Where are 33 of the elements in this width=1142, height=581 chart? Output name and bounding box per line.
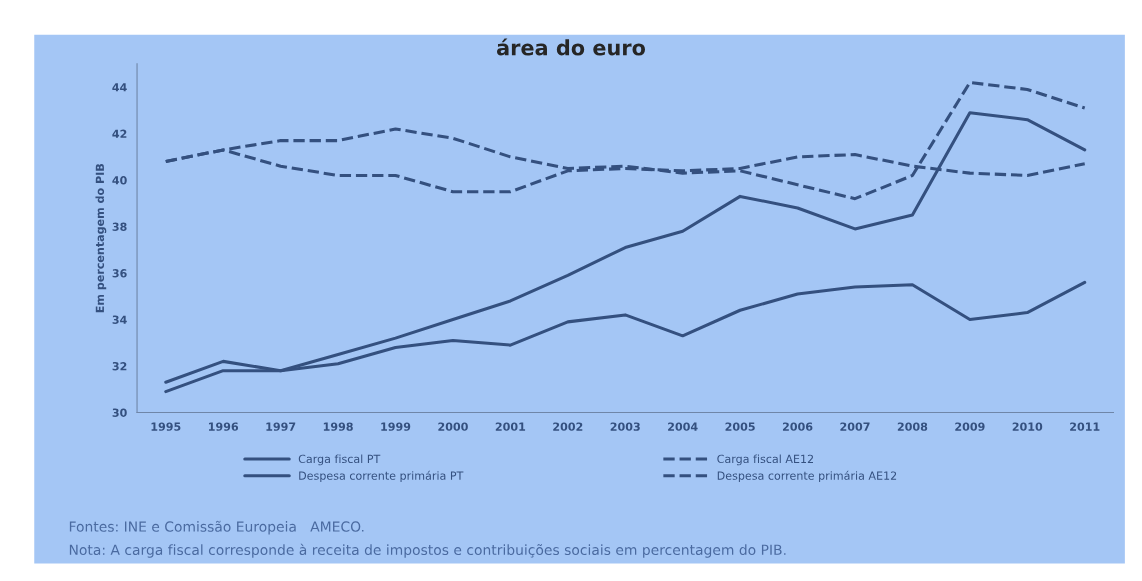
legend-label: Carga fiscal PT xyxy=(298,454,381,466)
x-tick-label: 2004 xyxy=(668,422,698,431)
legend-label: Despesa corrente primária AE12 xyxy=(717,470,897,482)
x-tick-label: 2008 xyxy=(897,422,928,431)
y-tick-label: 40 xyxy=(112,176,127,185)
x-tick-label: 2003 xyxy=(610,422,640,431)
x-tick-label: 2010 xyxy=(1012,422,1043,431)
legend-label: Carga fiscal AE12 xyxy=(717,454,813,466)
x-tick-label: 2001 xyxy=(495,422,526,431)
x-tick-label: 2007 xyxy=(840,422,870,431)
x-tick-label: 2009 xyxy=(955,422,985,431)
x-tick-label: 2005 xyxy=(725,422,755,431)
chart-title: área do euro xyxy=(496,38,646,56)
x-tick-label: 2011 xyxy=(1070,422,1100,431)
y-tick-label: 36 xyxy=(112,269,127,278)
x-tick-label: 1997 xyxy=(266,422,296,431)
legend-label: Despesa corrente primária PT xyxy=(299,470,464,482)
x-tick-label: 2002 xyxy=(553,422,583,431)
y-tick-label: 34 xyxy=(112,315,127,324)
text: Fontes: INE e Comissão Europeia AMECO. xyxy=(69,520,364,535)
y-tick-label: 38 xyxy=(112,222,127,231)
x-tick-label: 1999 xyxy=(381,422,411,431)
y-tick-label: 32 xyxy=(112,362,127,371)
x-tick-label: 2006 xyxy=(782,422,813,431)
x-tick-label: 1995 xyxy=(151,422,181,431)
text: Nota: A carga fiscal corresponde à receita de impostos e contribuições sociais em percentagem do PIB. xyxy=(69,543,786,558)
x-tick-label: 1998 xyxy=(323,422,353,431)
y-tick-label: 30 xyxy=(112,408,127,417)
x-tick-label: 1996 xyxy=(208,422,239,431)
y-axis-title: Em percentagem do PIB xyxy=(95,164,107,313)
y-tick-label: 44 xyxy=(112,83,127,92)
y-tick-label: 42 xyxy=(112,129,127,138)
x-tick-label: 2000 xyxy=(438,422,468,431)
